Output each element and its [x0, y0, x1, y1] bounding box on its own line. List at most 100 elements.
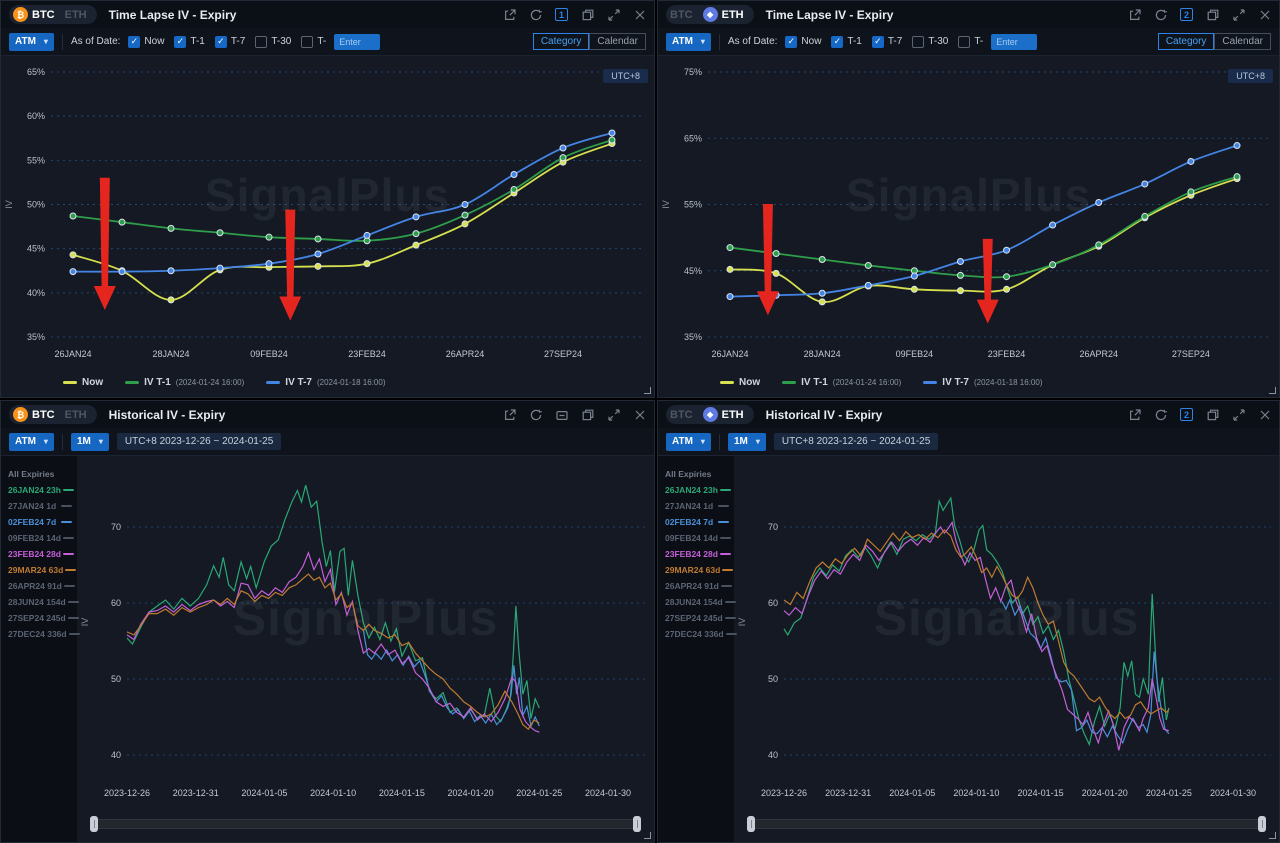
legend-item[interactable]: Now [720, 377, 760, 388]
period-select[interactable]: 1M ▾ [70, 432, 109, 451]
expiry-item[interactable]: 26APR24 91d [658, 578, 734, 594]
expiry-item[interactable]: 02FEB24 7d [1, 514, 77, 530]
expiry-item[interactable]: 27JAN24 1d [658, 498, 734, 514]
close-icon[interactable] [1258, 408, 1271, 421]
refresh-icon[interactable] [1154, 408, 1167, 421]
expiry-item[interactable]: 26JAN24 23h [658, 482, 734, 498]
view-calendar[interactable]: Calendar [589, 33, 646, 50]
expiry-item[interactable]: 26APR24 91d [1, 578, 77, 594]
legend-item[interactable]: IV T-7 (2024-01-18 16:00) [266, 377, 385, 388]
coin-btc[interactable]: BTC [670, 9, 693, 21]
checkbox-t-7[interactable]: ✓ T-7 [871, 35, 902, 48]
coin-eth[interactable]: ETH [65, 9, 87, 21]
panel-number-badge[interactable]: 2 [1180, 8, 1193, 21]
refresh-icon[interactable] [1154, 8, 1167, 21]
eth-historical-chart[interactable]: 70 60 50 40 IV 2023-12-26 2023-12-31 2024-01-05… [734, 456, 1279, 806]
expiry-item[interactable]: 27DEC24 336d [658, 626, 737, 642]
view-calendar[interactable]: Calendar [1214, 33, 1271, 50]
external-link-icon[interactable] [1128, 8, 1141, 21]
checkbox-box[interactable]: ✓ [871, 35, 884, 48]
external-link-icon[interactable] [503, 8, 516, 21]
checkbox-now[interactable]: ✓ Now [785, 35, 821, 48]
expiry-item[interactable]: 02FEB24 7d [658, 514, 734, 530]
checkbox-box[interactable]: ✓ [128, 35, 141, 48]
checkbox-box[interactable]: ✓ [214, 35, 227, 48]
view-category[interactable]: Category [1157, 33, 1215, 50]
custom-date-input[interactable] [334, 33, 381, 50]
panel-number-badge[interactable]: 2 [1180, 408, 1193, 421]
expiry-item[interactable]: 23FEB24 28d [658, 546, 734, 562]
close-icon[interactable] [633, 8, 646, 21]
legend-item[interactable]: Now [63, 377, 103, 388]
checkbox-box[interactable] [255, 35, 268, 48]
expiry-item[interactable]: 28JUN24 154d [658, 594, 736, 610]
strike-select[interactable]: ATM ▾ [666, 32, 711, 51]
duplicate-icon[interactable] [581, 8, 594, 21]
expiry-item[interactable]: 27JAN24 1d [1, 498, 77, 514]
expiry-item[interactable]: 09FEB24 14d [1, 530, 77, 546]
expiry-item[interactable]: 27SEP24 245d [1, 610, 79, 626]
slider-handle-left[interactable] [747, 816, 755, 833]
strike-select[interactable]: ATM ▾ [9, 432, 54, 451]
strike-select[interactable]: ATM ▾ [666, 432, 711, 451]
coin-btc[interactable]: ₿ BTC [13, 407, 55, 422]
custom-date-input[interactable] [991, 33, 1038, 50]
resize-handle[interactable] [644, 832, 651, 839]
time-range-slider[interactable] [734, 806, 1279, 842]
slider-handle-left[interactable] [90, 816, 98, 833]
expand-icon[interactable] [1232, 408, 1245, 421]
checkbox-t-[interactable]: T- [301, 35, 326, 48]
slider-handle-right[interactable] [633, 816, 641, 833]
view-category[interactable]: Category [532, 33, 590, 50]
close-icon[interactable] [633, 408, 646, 421]
folder-minus-icon[interactable] [555, 408, 568, 421]
expiry-item[interactable]: 27SEP24 245d [658, 610, 736, 626]
eth-timelapse-chart[interactable]: 75% 65% 55% 45% 35% IV 26JAN24 28JAN24 09FEB24 23… [658, 56, 1279, 365]
legend-item[interactable]: IV T-1 (2024-01-24 16:00) [782, 377, 901, 388]
expand-icon[interactable] [607, 8, 620, 21]
checkbox-box[interactable]: ✓ [174, 35, 187, 48]
strike-select[interactable]: ATM ▾ [9, 32, 54, 51]
expiry-item[interactable]: 09FEB24 14d [658, 530, 734, 546]
legend-item[interactable]: IV T-1 (2024-01-24 16:00) [125, 377, 244, 388]
slider-track[interactable] [90, 816, 641, 833]
external-link-icon[interactable] [1128, 408, 1141, 421]
coin-eth[interactable]: ◆ ETH [702, 7, 744, 22]
checkbox-t-[interactable]: T- [958, 35, 983, 48]
checkbox-box[interactable]: ✓ [785, 35, 798, 48]
checkbox-box[interactable] [958, 35, 971, 48]
legend-item[interactable]: IV T-7 (2024-01-18 16:00) [923, 377, 1042, 388]
expiry-item[interactable]: 29MAR24 63d [1, 562, 77, 578]
time-range-slider[interactable] [77, 806, 654, 842]
checkbox-now[interactable]: ✓ Now [128, 35, 164, 48]
expiry-item[interactable]: 27DEC24 336d [1, 626, 80, 642]
expiry-item[interactable]: 28JUN24 154d [1, 594, 79, 610]
slider-track[interactable] [747, 816, 1266, 833]
coin-btc[interactable]: ₿ BTC [13, 7, 55, 22]
close-icon[interactable] [1258, 8, 1271, 21]
duplicate-icon[interactable] [581, 408, 594, 421]
checkbox-box[interactable] [301, 35, 314, 48]
panel-number-badge[interactable]: 1 [555, 8, 568, 21]
expand-icon[interactable] [607, 408, 620, 421]
external-link-icon[interactable] [503, 408, 516, 421]
refresh-icon[interactable] [529, 8, 542, 21]
expand-icon[interactable] [1232, 8, 1245, 21]
checkbox-box[interactable]: ✓ [831, 35, 844, 48]
checkbox-t-1[interactable]: ✓ T-1 [174, 35, 205, 48]
checkbox-t-7[interactable]: ✓ T-7 [214, 35, 245, 48]
expiry-item[interactable]: 29MAR24 63d [658, 562, 734, 578]
coin-eth[interactable]: ◆ ETH [702, 407, 744, 422]
coin-eth[interactable]: ETH [65, 409, 87, 421]
expiry-item[interactable]: 26JAN24 23h [1, 482, 77, 498]
expiry-item[interactable]: All Expiries [658, 466, 734, 482]
btc-timelapse-chart[interactable]: 65% 60% 55% 50% 45% 40% 35% IV 26JAN24 28JAN24 09F… [1, 56, 654, 365]
checkbox-t-1[interactable]: ✓ T-1 [831, 35, 862, 48]
resize-handle[interactable] [644, 387, 651, 394]
period-select[interactable]: 1M ▾ [727, 432, 766, 451]
checkbox-t-30[interactable]: T-30 [255, 35, 291, 48]
resize-handle[interactable] [1269, 387, 1276, 394]
checkbox-box[interactable] [912, 35, 925, 48]
refresh-icon[interactable] [529, 408, 542, 421]
expiry-item[interactable]: 23FEB24 28d [1, 546, 77, 562]
